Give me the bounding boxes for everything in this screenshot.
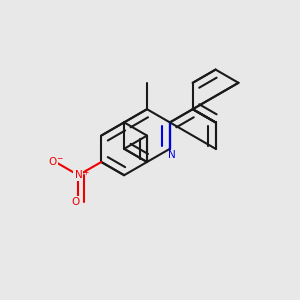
- Text: +: +: [82, 168, 88, 177]
- Text: O: O: [48, 157, 57, 167]
- Text: O: O: [71, 196, 80, 207]
- Text: N: N: [74, 170, 82, 180]
- Text: N: N: [168, 150, 176, 161]
- Text: −: −: [56, 154, 62, 164]
